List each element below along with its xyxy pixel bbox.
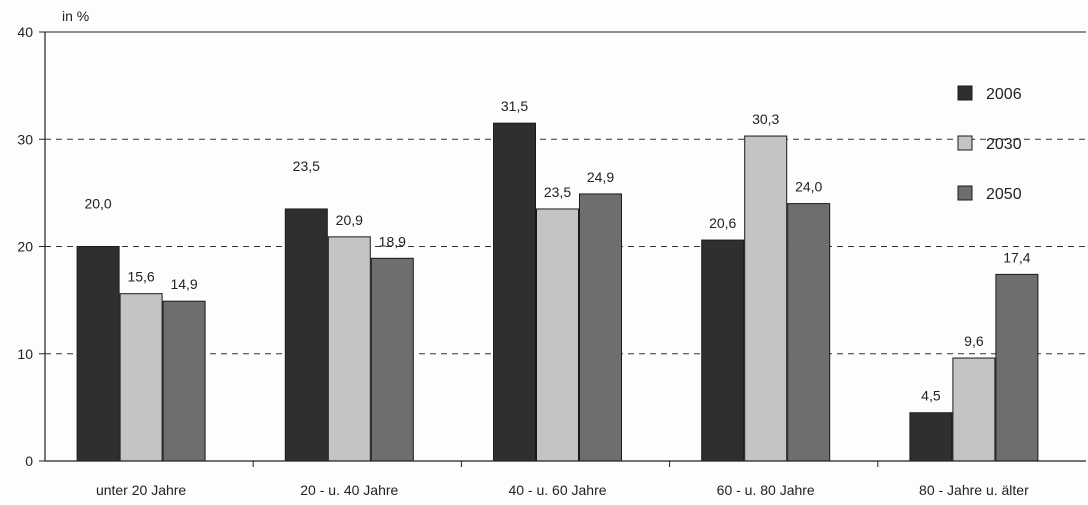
- data-label: 18,9: [379, 233, 406, 249]
- data-label: 23,5: [544, 184, 571, 200]
- bar-2050: [787, 203, 831, 462]
- data-label: 17,4: [1003, 249, 1030, 265]
- legend-swatch-2006: [957, 85, 973, 101]
- legend-label-2050: 2050: [986, 186, 1022, 203]
- bar-2030: [744, 135, 788, 462]
- y-tick-label: 20: [17, 239, 33, 255]
- data-label: 31,5: [501, 98, 528, 114]
- bars-layer: [76, 122, 1039, 462]
- data-label: 4,5: [921, 388, 941, 404]
- data-label: 24,9: [587, 169, 614, 185]
- y-tick-label: 10: [17, 346, 33, 362]
- bar-2006: [284, 208, 328, 462]
- data-label: 20,0: [84, 196, 111, 212]
- data-label: 15,6: [127, 269, 154, 285]
- bar-2006: [701, 239, 745, 462]
- bar-2006: [493, 122, 536, 462]
- data-label: 20,6: [709, 215, 736, 231]
- bar-2050: [370, 257, 414, 462]
- bar-2050: [162, 300, 206, 462]
- labels-layer: 20,0 15,6 14,9 23,5 20,9 18,9 31,5 23,5 24,9 20,6…: [84, 98, 1030, 404]
- bar-2006: [76, 246, 120, 462]
- y-tick-label: 40: [17, 24, 33, 40]
- y-tick-label: 30: [17, 131, 33, 147]
- legend-label-2030: 2030: [986, 136, 1022, 153]
- data-label: 24,0: [795, 179, 822, 195]
- x-category-label: 20 - u. 40 Jahre: [300, 482, 398, 498]
- x-category-label: 80 - Jahre u. älter: [919, 482, 1029, 498]
- legend-swatch-2030: [957, 135, 973, 151]
- bar-2030: [952, 357, 996, 462]
- x-category-label: 40 - u. 60 Jahre: [508, 482, 606, 498]
- data-label: 30,3: [752, 111, 779, 127]
- legend-swatch-2050: [957, 185, 973, 201]
- data-label: 20,9: [336, 212, 363, 228]
- bar-2050: [995, 273, 1039, 462]
- bar-2030: [536, 208, 579, 462]
- x-category-label: 60 - u. 80 Jahre: [717, 482, 815, 498]
- data-label: 23,5: [293, 158, 320, 174]
- bar-2006: [909, 412, 953, 462]
- y-axis-unit-label: in %: [62, 8, 89, 24]
- legend: 2006 2030 2050: [957, 85, 1022, 203]
- data-label: 9,6: [964, 333, 984, 349]
- bar-2030: [327, 236, 371, 462]
- data-label: 14,9: [170, 276, 197, 292]
- bar-2050: [579, 193, 622, 462]
- bar-2030: [119, 293, 163, 462]
- x-category-label: unter 20 Jahre: [96, 482, 186, 498]
- legend-label-2006: 2006: [986, 86, 1022, 103]
- y-tick-label: 0: [25, 453, 33, 469]
